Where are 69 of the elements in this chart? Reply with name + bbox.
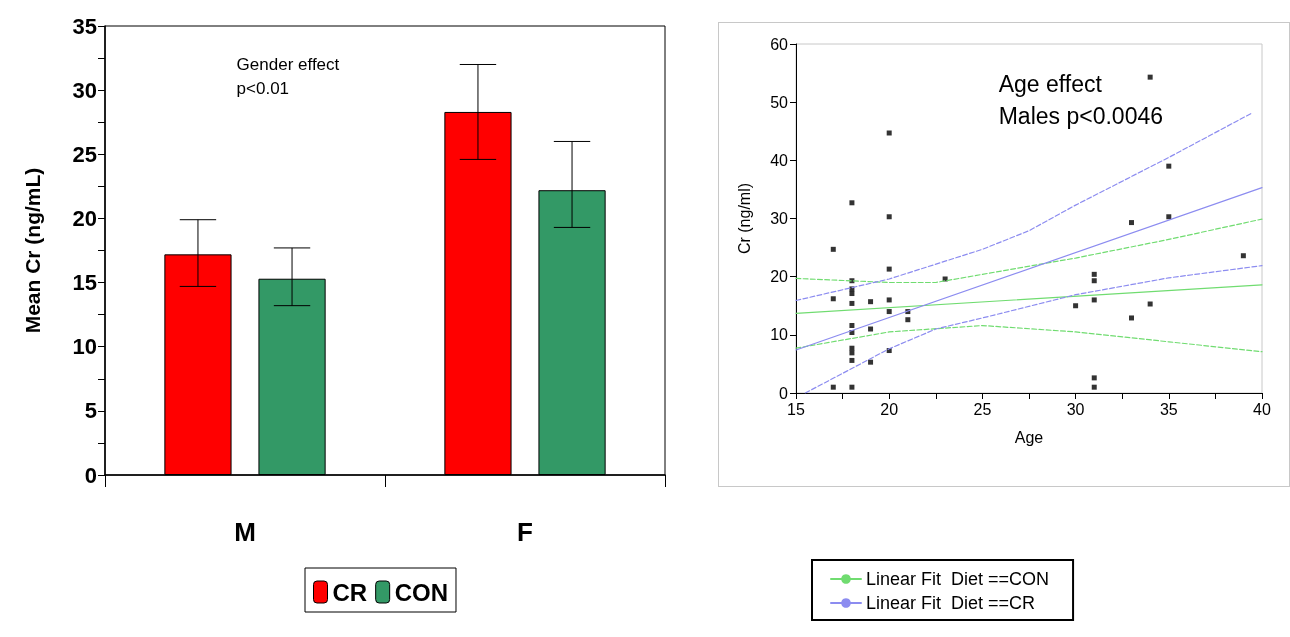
point [1091,297,1097,303]
y-tick-label: 15 [72,270,97,296]
point [1166,214,1172,220]
point [1091,375,1097,381]
point [886,130,892,136]
point [849,291,855,297]
y-tick-label: 5 [84,398,97,424]
point [886,297,892,303]
y-tick-label: 25 [72,141,97,167]
annotation: Males p<0.0046 [998,102,1164,129]
x-tick-label: F [517,517,533,547]
point [849,357,855,363]
line-series [804,265,1263,394]
point [849,384,855,390]
y-tick-label: 50 [770,93,789,111]
legend-label: Linear Fit Diet ==CON [866,569,1050,589]
x-tick-label: M [234,517,256,547]
line-series [795,218,1263,284]
legend-label: Linear Fit Diet ==CR [866,593,1036,613]
point [849,323,855,329]
point [1129,315,1135,321]
y-tick-label: 35 [72,13,97,39]
point [1091,278,1097,284]
legend-label: CR [332,578,368,606]
x-tick-label: 30 [1066,400,1085,418]
annotation: p<0.01 [236,79,290,98]
y-tick-label: 40 [770,151,789,169]
point [1240,253,1246,259]
point [886,266,892,272]
point [849,200,855,206]
point [1091,384,1097,390]
point [1129,220,1135,226]
point [830,384,836,390]
x-tick-label: 40 [1253,400,1271,418]
point [1166,163,1172,169]
line-series [795,324,1263,353]
y-tick-label: 10 [770,326,789,344]
point [830,246,836,252]
annotation: Age effect [998,70,1103,97]
y-tick-label: 30 [72,77,97,103]
point [886,214,892,220]
y-tick-label: 30 [770,210,789,227]
x-axis-title: Age [1014,428,1044,446]
point [1073,303,1079,309]
point [849,300,855,306]
x-tick-label: 15 [787,400,805,418]
annotation: Gender effect [236,55,340,74]
x-tick-label: 20 [880,400,899,418]
point [1147,74,1153,80]
point [905,317,911,323]
point [849,350,855,356]
legend-label: CON [394,578,449,606]
y-tick-label: 0 [779,384,789,402]
x-tick-label: 35 [1159,400,1178,418]
point [886,309,892,315]
y-tick-label: 20 [72,205,97,231]
y-tick-label: 10 [72,334,97,360]
point [1147,301,1153,307]
point [868,299,874,305]
y-tick-label: 60 [770,35,789,53]
y-axis-title: Cr (ng/ml) [735,182,753,255]
y-tick-label: 20 [770,268,789,286]
x-tick-label: 25 [973,400,992,418]
y-tick-label: 0 [84,462,97,488]
y-axis-title: Mean Cr (ng/mL) [21,167,44,334]
point [1091,271,1097,277]
point [830,296,836,302]
point [868,326,874,332]
point [868,359,874,365]
